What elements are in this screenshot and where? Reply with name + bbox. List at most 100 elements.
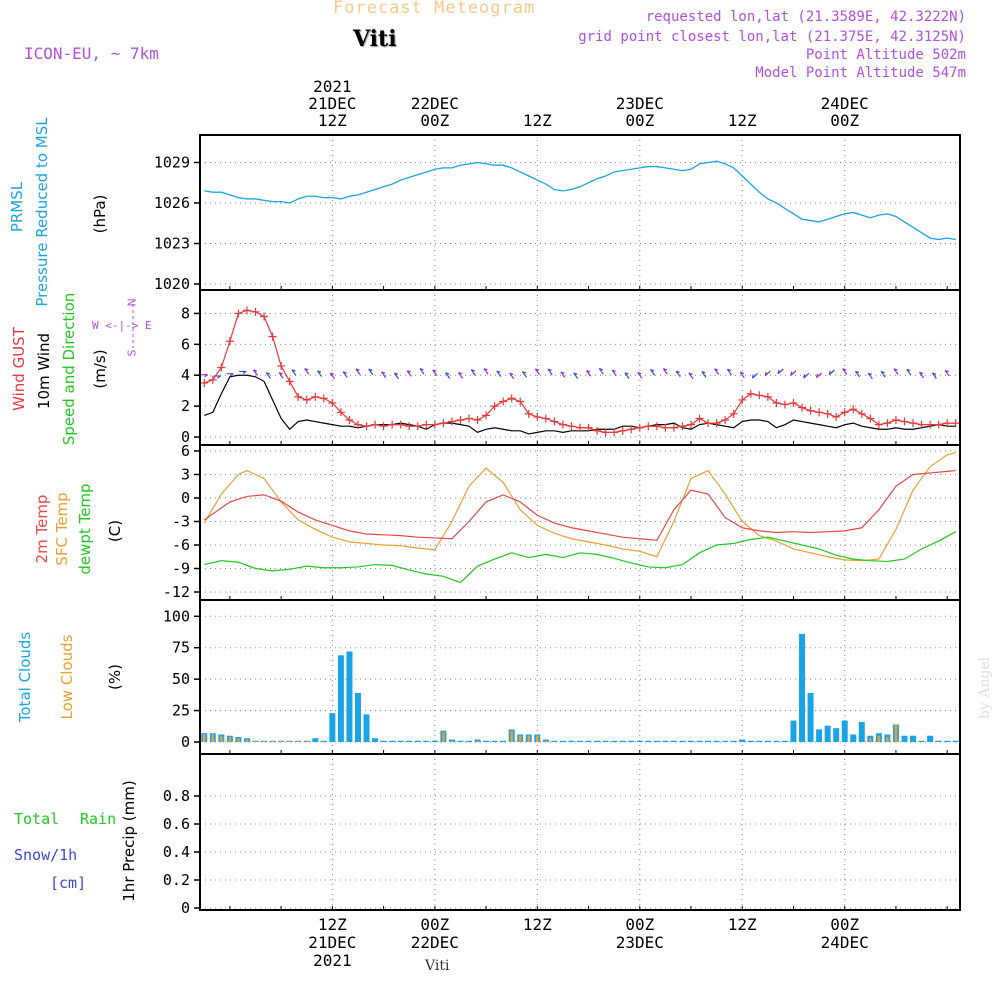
- wind-direction-arrow: [547, 368, 553, 376]
- gust-marker: [695, 414, 704, 423]
- gust-marker: [866, 414, 875, 423]
- top-time-label: 23DEC: [616, 94, 664, 113]
- y-tick-label: -6: [172, 536, 190, 554]
- model-altitude: Model Point Altitude 547m: [755, 65, 966, 81]
- low-cloud-bar: [220, 735, 223, 742]
- total-cloud-bar: [927, 735, 934, 742]
- bottom-time-label: 00Z: [830, 915, 859, 934]
- gust-marker: [388, 420, 397, 429]
- y-tick-label: 2: [181, 397, 190, 415]
- gust-marker: [610, 428, 619, 437]
- total-cloud-bar: [551, 740, 558, 742]
- y-tick-label: -9: [172, 560, 190, 578]
- total-cloud-bar: [833, 728, 840, 742]
- gust-marker: [225, 337, 234, 346]
- precip-label-cm: [cm]: [50, 874, 87, 892]
- precip-label-snow: Snow/1h: [14, 846, 78, 864]
- wind-direction-arrow: [880, 370, 886, 378]
- y-tick-label: 0: [181, 489, 190, 507]
- gridpoint-coords: grid point closest lon,lat (21.375E, 42.…: [578, 29, 966, 45]
- bottom-time-label: 12Z: [523, 915, 552, 934]
- wind-direction-arrow: [304, 368, 310, 375]
- gust-marker: [405, 422, 414, 431]
- y-tick-label: 75: [172, 639, 190, 657]
- y-tick-label: 6: [181, 335, 190, 353]
- low-cloud-bar: [288, 740, 291, 742]
- total-cloud-bar: [944, 740, 951, 742]
- station-name: Viti: [353, 26, 397, 52]
- low-cloud-bar: [245, 739, 249, 742]
- wind-direction-arrow: [239, 370, 247, 375]
- gust-marker: [516, 397, 525, 406]
- wind-direction-arrow: [445, 372, 451, 379]
- gust-marker: [473, 416, 482, 425]
- gust-marker: [798, 403, 807, 412]
- gust-marker: [524, 409, 533, 418]
- y-tick-label: 0.8: [163, 787, 190, 805]
- gust-marker: [362, 422, 371, 431]
- gust-marker: [704, 419, 713, 428]
- low-cloud-bar: [442, 731, 445, 742]
- y-tick-label: 0: [181, 733, 190, 751]
- wind-direction-arrow: [381, 371, 387, 378]
- gust-marker: [618, 426, 627, 435]
- total-cloud-bar: [337, 655, 344, 742]
- wind-direction-arrow: [675, 370, 681, 378]
- wind-direction-arrow: [919, 371, 925, 379]
- gust-marker: [576, 423, 584, 432]
- y-tick-label: -3: [172, 513, 190, 531]
- sfc-temp-line: [203, 451, 956, 562]
- wind-direction-arrow: [534, 368, 540, 375]
- gust-marker: [729, 409, 738, 418]
- total-cloud-bar: [952, 740, 959, 742]
- wind-direction-arrow: [931, 372, 937, 379]
- wind-direction-arrow: [432, 369, 438, 376]
- gust-marker: [311, 392, 320, 401]
- gust-marker: [772, 399, 781, 408]
- y-tick-label: 4: [181, 366, 190, 384]
- total-cloud-bar: [756, 740, 763, 742]
- total-cloud-bar: [722, 740, 729, 742]
- low-cloud-bar: [527, 735, 531, 742]
- gust-marker: [447, 417, 456, 426]
- low-cloud-bar: [536, 735, 539, 742]
- low-cloud-bar: [510, 730, 513, 742]
- wind-direction-arrow: [342, 371, 348, 378]
- gust-marker: [943, 419, 952, 428]
- wind-direction-arrow: [893, 368, 899, 375]
- t2m-line: [203, 469, 956, 541]
- total-cloud-bar: [431, 740, 438, 742]
- bottom-time-label: 24DEC: [821, 933, 869, 952]
- low-cloud-bar: [279, 740, 283, 742]
- chart-title: Forecast Meteogram: [333, 0, 536, 18]
- gust-marker: [627, 425, 636, 434]
- bottom-time-label: 12Z: [728, 915, 757, 934]
- gust-marker: [763, 392, 772, 401]
- low-cloud-bar: [305, 740, 309, 742]
- gust-marker: [482, 411, 491, 420]
- top-time-label: 00Z: [420, 111, 449, 130]
- wind-direction-arrow: [714, 368, 720, 375]
- total-cloud-bar: [858, 721, 865, 742]
- bottom-time-label: 23DEC: [616, 933, 664, 952]
- gust-marker: [208, 375, 217, 384]
- gust-marker: [430, 420, 439, 429]
- gust-marker: [396, 420, 405, 429]
- gust-marker: [353, 420, 362, 429]
- gust-marker: [439, 419, 448, 428]
- wind-direction-arrow: [470, 369, 476, 376]
- wind-direction-arrow: [200, 374, 209, 378]
- wind-direction-arrow: [496, 370, 502, 378]
- y-tick-label: 1020: [154, 275, 190, 293]
- wind-direction-arrow: [688, 372, 694, 380]
- wind-direction-arrow: [842, 368, 848, 375]
- total-cloud-bar: [466, 740, 472, 742]
- gust-marker: [319, 394, 328, 403]
- total-cloud-bar: [841, 720, 848, 742]
- total-cloud-bar: [653, 740, 660, 742]
- total-cloud-bar: [619, 740, 626, 742]
- total-cloud-bar: [363, 714, 370, 742]
- y-tick-label: 25: [172, 702, 190, 720]
- gust-marker: [242, 306, 251, 315]
- gust-marker: [345, 416, 354, 425]
